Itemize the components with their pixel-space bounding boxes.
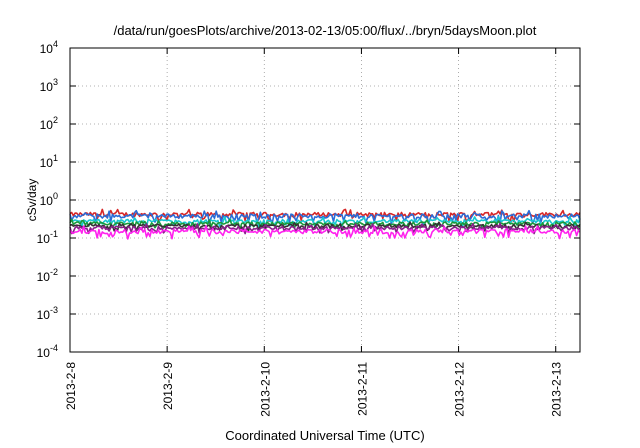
y-tick-label: 10-4 <box>37 343 58 360</box>
x-tick-label: 2013-2-12 <box>453 362 467 417</box>
grid <box>70 48 580 352</box>
y-tick-label: 101 <box>40 153 58 170</box>
x-tick-label: 2013-2-11 <box>355 362 369 416</box>
y-tick-label: 100 <box>40 191 58 208</box>
x-tick-label: 2013-2-13 <box>550 362 564 417</box>
series-line-1 <box>69 208 581 223</box>
series-line-7 <box>69 225 581 240</box>
y-tick-label: 10-3 <box>37 305 58 322</box>
series-line-6 <box>69 222 581 235</box>
y-tick-label: 10-2 <box>37 267 58 284</box>
x-ticks: 2013-2-8 2013-2-9 2013-2-10 2013-2-11 2013-2… <box>64 48 564 417</box>
y-tick-label: 104 <box>40 39 58 56</box>
x-tick-label: 2013-2-9 <box>161 362 175 410</box>
y-tick-label: 103 <box>40 77 58 94</box>
x-tick-label: 2013-2-10 <box>258 362 272 417</box>
chart-title: /data/run/goesPlots/archive/2013-02-13/0… <box>114 23 537 38</box>
y-tick-label: 10-1 <box>37 229 58 246</box>
x-axis-label: Coordinated Universal Time (UTC) <box>225 428 424 443</box>
series-line-2 <box>69 209 581 225</box>
y-axis-label: cSv/day <box>25 179 39 222</box>
y-tick-label: 102 <box>40 115 58 132</box>
x-tick-label: 2013-2-8 <box>64 362 78 410</box>
series-line-4 <box>69 218 581 230</box>
y-ticks: 10-4 10-3 10-2 10-1 100 101 102 103 104 <box>37 39 580 360</box>
series-layer <box>69 208 581 240</box>
series-line-5 <box>69 221 581 232</box>
